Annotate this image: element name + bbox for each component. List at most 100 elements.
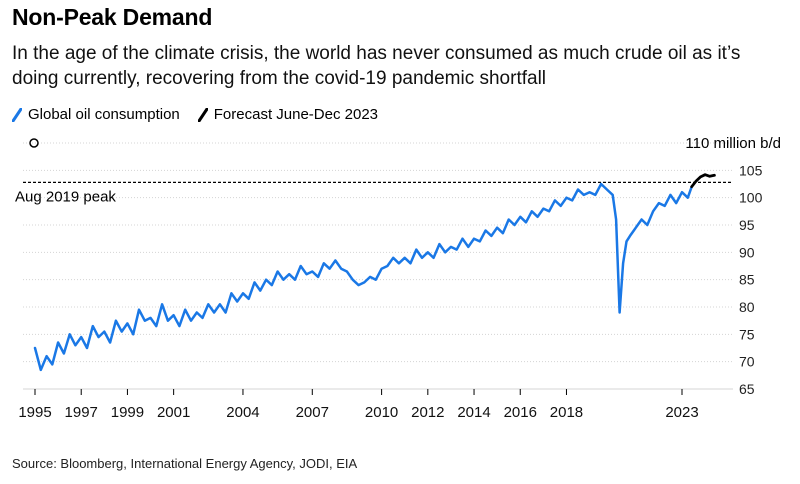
series-0-point-66 [415, 249, 417, 251]
series-0-point-61 [386, 265, 388, 267]
legend: Global oil consumption Forecast June-Dec… [12, 106, 396, 123]
x-tick-label-2001: 2001 [157, 404, 190, 421]
series-0-point-101 [615, 218, 617, 221]
series-0-point-21 [155, 325, 157, 327]
chart-title: Non-Peak Demand [12, 4, 213, 30]
series-0-point-46 [300, 265, 302, 267]
series-0-point-82 [508, 218, 510, 221]
series-0-point-74 [461, 238, 464, 240]
series-0-point-25 [178, 325, 180, 327]
series-0-point-75 [467, 246, 469, 248]
series-0-point-81 [502, 232, 504, 234]
series-1-point-5 [713, 174, 716, 176]
series-0-point-85 [525, 221, 527, 223]
series-0-point-54 [346, 270, 348, 273]
series-0-point-88 [542, 208, 545, 210]
reference-line-label: Aug 2019 peak [15, 188, 116, 205]
series-0-point-34 [230, 292, 232, 294]
series-0-point-76 [473, 238, 475, 240]
y-tick-label-65: 65 [739, 381, 755, 397]
series-0-point-16 [126, 322, 128, 324]
series-0-point-71 [444, 251, 446, 253]
series-0-point-41 [271, 284, 273, 286]
series-0-point-84 [519, 216, 521, 218]
series-0-point-90 [554, 199, 556, 201]
legend-label-consumption: Global oil consumption [28, 106, 180, 123]
series-0-point-79 [490, 235, 492, 237]
series-0-point-45 [294, 279, 296, 281]
series-0-point-110 [658, 202, 660, 204]
series-0-point-98 [600, 183, 602, 185]
series-0-point-19 [144, 320, 146, 322]
series-0-point-72 [450, 246, 452, 248]
series-0-point-10 [92, 325, 94, 327]
series-1-point-2 [699, 176, 702, 178]
series-0-point-24 [173, 314, 175, 316]
series-0-point-94 [577, 188, 579, 191]
series-0-point-26 [184, 309, 186, 311]
series-0-point-100 [612, 194, 614, 196]
x-tick-label-2004: 2004 [226, 404, 259, 421]
series-0-point-115 [687, 197, 689, 199]
series-0-point-2 [46, 355, 48, 357]
series-0-point-89 [548, 210, 550, 212]
series-0-point-3 [51, 363, 53, 365]
x-tick-label-1995: 1995 [18, 404, 51, 421]
series-0-point-29 [201, 317, 204, 319]
series-0-point-43 [282, 279, 284, 281]
series-0-point-13 [109, 341, 111, 344]
series-0-point-78 [485, 229, 487, 232]
series-0-point-102 [619, 311, 621, 314]
series-1-point-1 [695, 180, 697, 182]
series-0-point-95 [583, 194, 585, 196]
x-tick-label-2014: 2014 [457, 404, 490, 421]
series-0-point-97 [594, 194, 596, 196]
series-0-point-111 [664, 205, 666, 207]
series-0-point-112 [669, 194, 672, 196]
y-tick-label-90: 90 [739, 244, 755, 260]
y-tick-label-75: 75 [739, 326, 755, 342]
x-tick-label-2023: 2023 [665, 404, 698, 421]
series-0-point-37 [248, 298, 250, 300]
series-0-point-31 [213, 311, 215, 314]
series-0-point-91 [560, 205, 562, 207]
series-0-point-15 [121, 331, 123, 333]
series-0-point-40 [265, 279, 267, 281]
series-0-point-52 [334, 259, 336, 262]
series-0-point-103 [622, 262, 624, 264]
series-0-point-14 [115, 320, 117, 322]
series-0-point-67 [421, 257, 423, 259]
series-0-point-107 [641, 218, 643, 221]
series-0-point-47 [305, 273, 308, 275]
series-0-point-27 [190, 320, 192, 322]
y-tick-label-105: 105 [739, 162, 763, 178]
series-0-point-17 [132, 333, 134, 335]
x-tick-label-2010: 2010 [365, 404, 398, 421]
series-0-point-114 [681, 191, 683, 193]
series-0-point-55 [352, 279, 354, 281]
series-0-point-62 [392, 257, 394, 259]
legend-item-consumption: Global oil consumption [12, 106, 180, 123]
source-note: Source: Bloomberg, International Energy … [12, 456, 358, 471]
y-tick-label-70: 70 [739, 354, 755, 370]
legend-swatch-consumption [12, 107, 22, 122]
x-tick-label-1999: 1999 [111, 404, 144, 421]
series-0-point-20 [149, 317, 152, 319]
x-axis: 1995 1997 1999 2001 2004 2007 2010 2012 2014 2016… [18, 389, 699, 421]
legend-item-forecast: Forecast June-Dec 2023 [197, 106, 378, 123]
x-tick-label-2012: 2012 [411, 404, 444, 421]
series-0-point-65 [409, 262, 412, 264]
series-0-point-51 [329, 268, 331, 270]
series-0-point-28 [196, 311, 198, 314]
series-0-point-58 [369, 276, 371, 278]
series-0-point-96 [589, 191, 591, 193]
series-0-point-104 [625, 240, 628, 242]
series-0-point-70 [438, 243, 440, 245]
series-0-point-93 [571, 199, 573, 201]
series-line-1 [690, 173, 716, 189]
series-0-point-109 [652, 210, 654, 212]
series-0-point-92 [565, 197, 568, 199]
series-0-point-63 [398, 262, 400, 264]
series-0-point-5 [63, 352, 65, 355]
